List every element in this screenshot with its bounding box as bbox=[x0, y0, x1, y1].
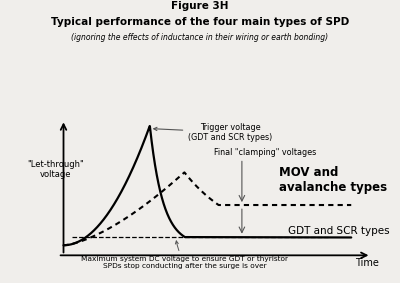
Text: "Let-through"
voltage: "Let-through" voltage bbox=[27, 160, 84, 179]
Text: Final "clamping" voltages: Final "clamping" voltages bbox=[214, 148, 316, 157]
Text: Time: Time bbox=[355, 258, 379, 269]
Text: MOV and
avalanche types: MOV and avalanche types bbox=[279, 166, 388, 194]
Text: Typical performance of the four main types of SPD: Typical performance of the four main typ… bbox=[51, 17, 349, 27]
Text: Trigger voltage
(GDT and SCR types): Trigger voltage (GDT and SCR types) bbox=[154, 123, 272, 142]
Text: Maximum system DC voltage to ensure GDT or thyristor
SPDs stop conducting after : Maximum system DC voltage to ensure GDT … bbox=[81, 241, 288, 269]
Text: (ignoring the effects of inductance in their wiring or earth bonding): (ignoring the effects of inductance in t… bbox=[72, 33, 328, 42]
Text: Figure 3H: Figure 3H bbox=[171, 1, 229, 11]
Text: GDT and SCR types: GDT and SCR types bbox=[288, 226, 390, 236]
